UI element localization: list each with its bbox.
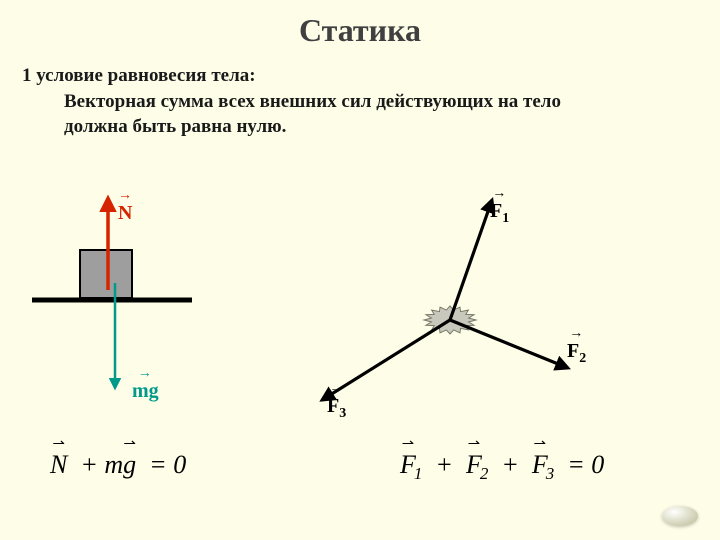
equilibrium-condition: 1 условие равновесия тела: Векторная сум… [22,63,720,140]
next-slide-button[interactable] [662,506,698,526]
block-on-surface-diagram [22,170,252,460]
condition-line-3: должна быть равна нулю. [64,114,720,140]
vector-label-mg: → mg [132,380,159,403]
vector-label-F2: → F2 [567,340,586,367]
page-title: Статика [0,0,720,49]
condition-line-1: 1 условие равновесия тела: [22,63,720,89]
equation-left: ⇀N + m⇀g = 0 [50,450,186,480]
vector-label-N: → N [118,202,132,225]
vector-label-F3: → F3 [327,395,346,422]
equation-right: ⇀F1 + ⇀F2 + ⇀F3 = 0 [400,450,604,484]
condition-line-2: Векторная сумма всех внешних сил действу… [64,89,720,115]
vector-label-F1: → F1 [490,200,509,227]
